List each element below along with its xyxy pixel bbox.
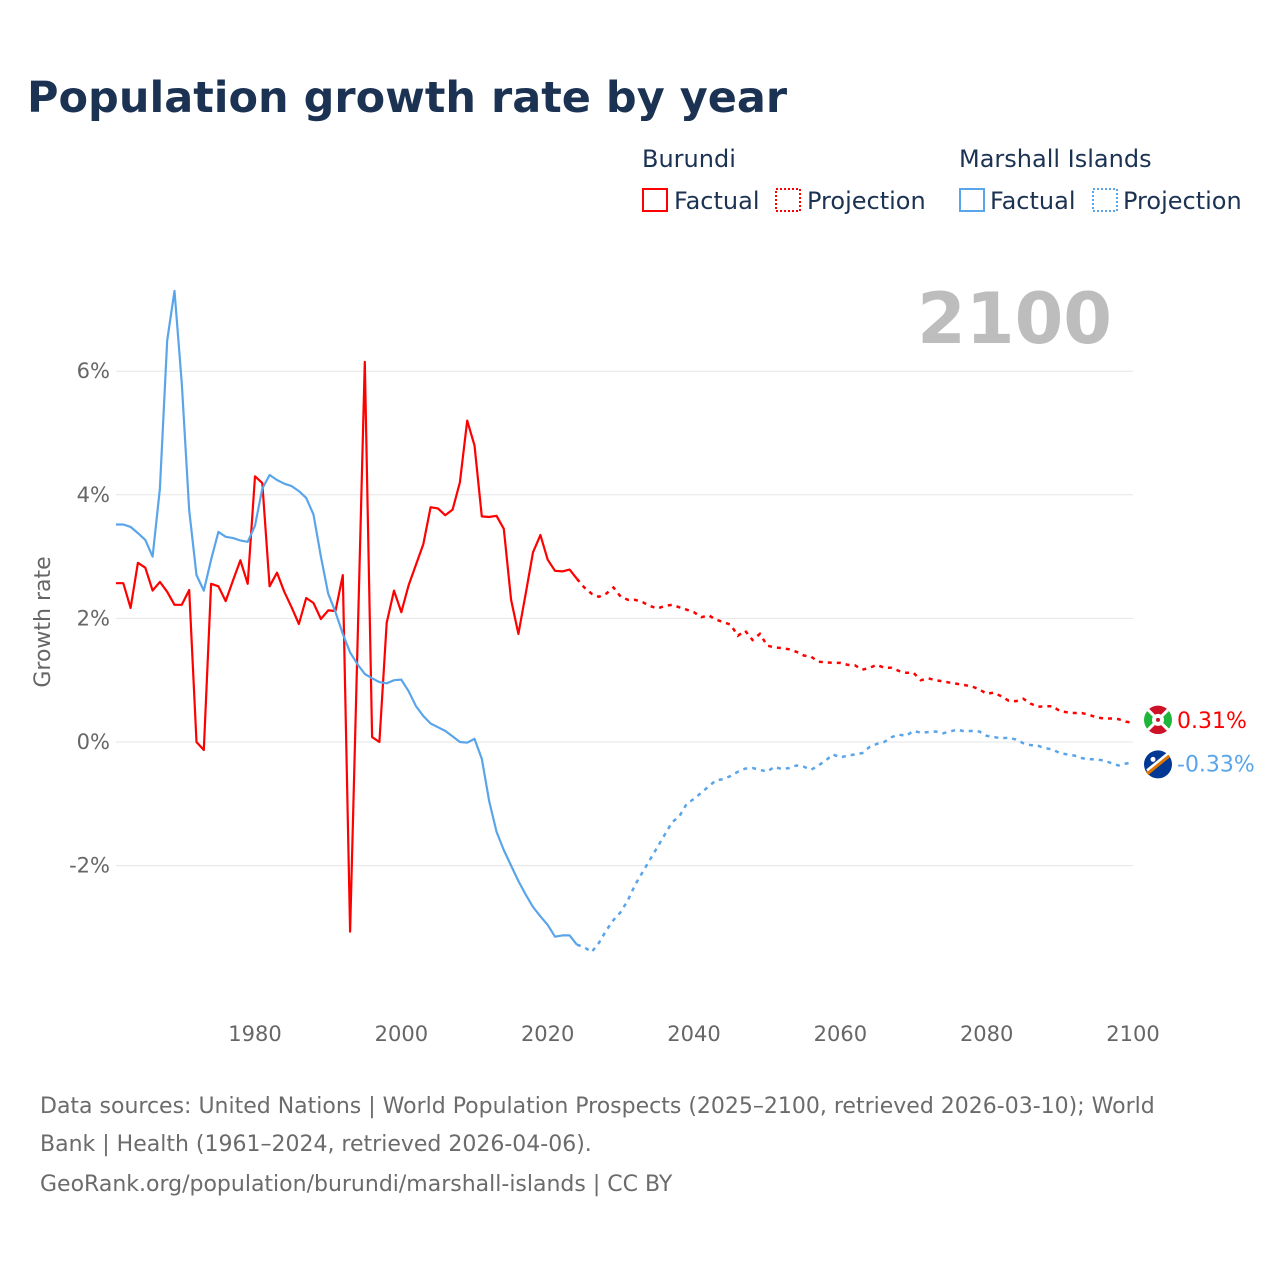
legend-label-burundi-projection[interactable]: Projection bbox=[807, 187, 926, 215]
x-tick-label: 2100 bbox=[1106, 1022, 1159, 1046]
legend-label-burundi-factual[interactable]: Factual bbox=[674, 187, 760, 215]
current-year-label: 2100 bbox=[917, 278, 1112, 360]
x-tick-label: 2000 bbox=[375, 1022, 428, 1046]
series-lines bbox=[116, 289, 1134, 954]
legend-label-marshall-factual[interactable]: Factual bbox=[990, 187, 1076, 215]
line-marshall-islands-projection bbox=[576, 728, 1134, 954]
series-end-markers: 0.31% -0.33% bbox=[1144, 705, 1255, 779]
y-tick-label: 4% bbox=[77, 483, 110, 507]
legend-group-burundi: Burundi bbox=[642, 145, 736, 173]
legend-label-marshall-projection[interactable]: Projection bbox=[1123, 187, 1242, 215]
legend-swatch-marshall-factual bbox=[959, 188, 985, 212]
y-axis-ticks: -2% 0% 2% 4% 6% bbox=[69, 359, 110, 877]
y-tick-label: 2% bbox=[77, 606, 110, 630]
line-burundi-factual bbox=[116, 360, 578, 933]
line-marshall-islands-factual bbox=[116, 289, 578, 946]
y-tick-label: -2% bbox=[69, 854, 110, 878]
legend-swatch-burundi-factual bbox=[642, 188, 668, 212]
y-tick-label: 0% bbox=[77, 730, 110, 754]
x-tick-label: 2080 bbox=[960, 1022, 1013, 1046]
x-tick-label: 2040 bbox=[667, 1022, 720, 1046]
burundi-flag-icon bbox=[1144, 705, 1172, 735]
x-tick-label: 1980 bbox=[228, 1022, 281, 1046]
legend-swatch-marshall-projection bbox=[1092, 188, 1118, 212]
y-axis-label: Growth rate bbox=[31, 556, 56, 687]
footer-attribution-link[interactable]: GeoRank.org/population/burundi/marshall-… bbox=[40, 1172, 673, 1197]
marshall-islands-flag-icon bbox=[1144, 750, 1172, 779]
x-axis-ticks: 1980 2000 2020 2040 2060 2080 2100 bbox=[228, 1022, 1159, 1046]
legend: Burundi Factual Projection Marshall Isla… bbox=[642, 145, 1242, 215]
line-burundi-projection bbox=[575, 577, 1134, 725]
legend-group-marshall-islands: Marshall Islands bbox=[959, 145, 1152, 173]
legend-swatch-burundi-projection bbox=[775, 188, 801, 212]
end-value-burundi: 0.31% bbox=[1177, 709, 1247, 734]
end-value-marshall-islands: -0.33% bbox=[1177, 752, 1255, 777]
footer: Data sources: United Nations | World Pop… bbox=[40, 1094, 1155, 1197]
x-tick-label: 2060 bbox=[814, 1022, 867, 1046]
footer-sources-line2: Bank | Health (1961–2024, retrieved 2026… bbox=[40, 1132, 592, 1157]
x-tick-label: 2020 bbox=[521, 1022, 574, 1046]
chart-title: Population growth rate by year bbox=[27, 73, 788, 123]
gridlines bbox=[116, 370, 1133, 867]
footer-sources-line1: Data sources: United Nations | World Pop… bbox=[40, 1094, 1155, 1119]
y-tick-label: 6% bbox=[77, 359, 110, 383]
